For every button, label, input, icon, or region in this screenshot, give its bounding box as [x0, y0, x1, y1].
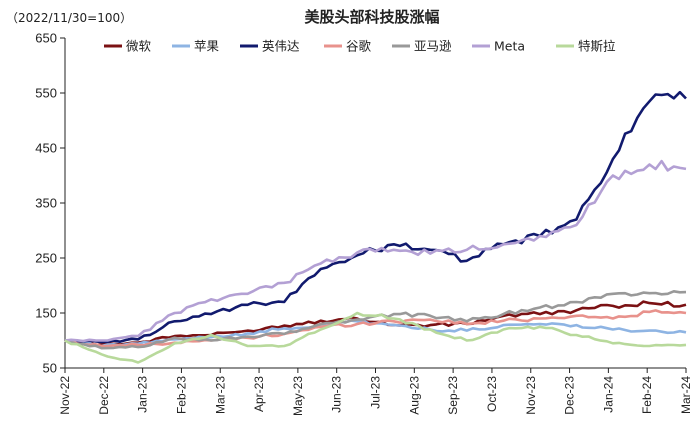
x-tick-label: Nov-23: [524, 376, 538, 415]
chart-note: （2022/11/30=100）: [6, 11, 132, 25]
y-tick-label: 650: [35, 31, 57, 46]
x-tick-label: Feb-23: [174, 376, 188, 414]
x-tick-label: Jun-23: [330, 376, 344, 413]
chart-title: 美股头部科技股涨幅: [304, 8, 439, 26]
y-tick-label: 350: [35, 196, 57, 211]
x-tick-label: Jul-23: [369, 376, 383, 409]
x-tick-label: Dec-22: [97, 376, 111, 415]
x-tick-label: Mar-24: [679, 376, 693, 414]
y-tick-label: 250: [35, 251, 57, 266]
legend-label: Meta: [494, 39, 525, 54]
x-tick-label: Feb-24: [640, 376, 654, 414]
legend: 微软 苹果 英伟达 谷歌 亚马逊 Meta 特斯拉: [104, 39, 616, 54]
series-line-3: [64, 90, 687, 344]
series-lines: [64, 90, 687, 364]
y-tick-label: 550: [35, 86, 57, 101]
x-tick-label: Nov-22: [58, 376, 72, 415]
x-tick-label: Jan-24: [601, 376, 615, 413]
series-line-4: [64, 309, 687, 348]
legend-label: 英伟达: [262, 39, 300, 54]
x-tick-label: Dec-23: [563, 376, 577, 415]
y-tick-label: 50: [43, 361, 57, 376]
y-tick-label: 150: [35, 306, 57, 321]
x-tick-label: Oct-23: [485, 376, 499, 412]
x-tick-label: Aug-23: [407, 376, 421, 415]
series-line-6: [64, 159, 687, 343]
x-tick-label: Mar-23: [213, 376, 227, 414]
x-tick-label: Jan-23: [136, 376, 150, 413]
axes: 50 150 250 350 450 550 650 Nov-22 Dec-22 Jan-23 Fe…: [35, 31, 693, 417]
x-tick-label: May-23: [291, 376, 305, 416]
legend-label: 特斯拉: [578, 39, 616, 54]
legend-label: 谷歌: [346, 39, 372, 54]
y-tick-label: 450: [35, 141, 57, 156]
legend-label: 亚马逊: [414, 39, 452, 54]
series-line-7: [64, 311, 687, 364]
legend-label: 苹果: [194, 39, 220, 54]
x-tick-label: Sep-23: [446, 376, 460, 415]
x-tick-label: Apr-23: [252, 376, 266, 412]
legend-label: 微软: [126, 39, 152, 54]
